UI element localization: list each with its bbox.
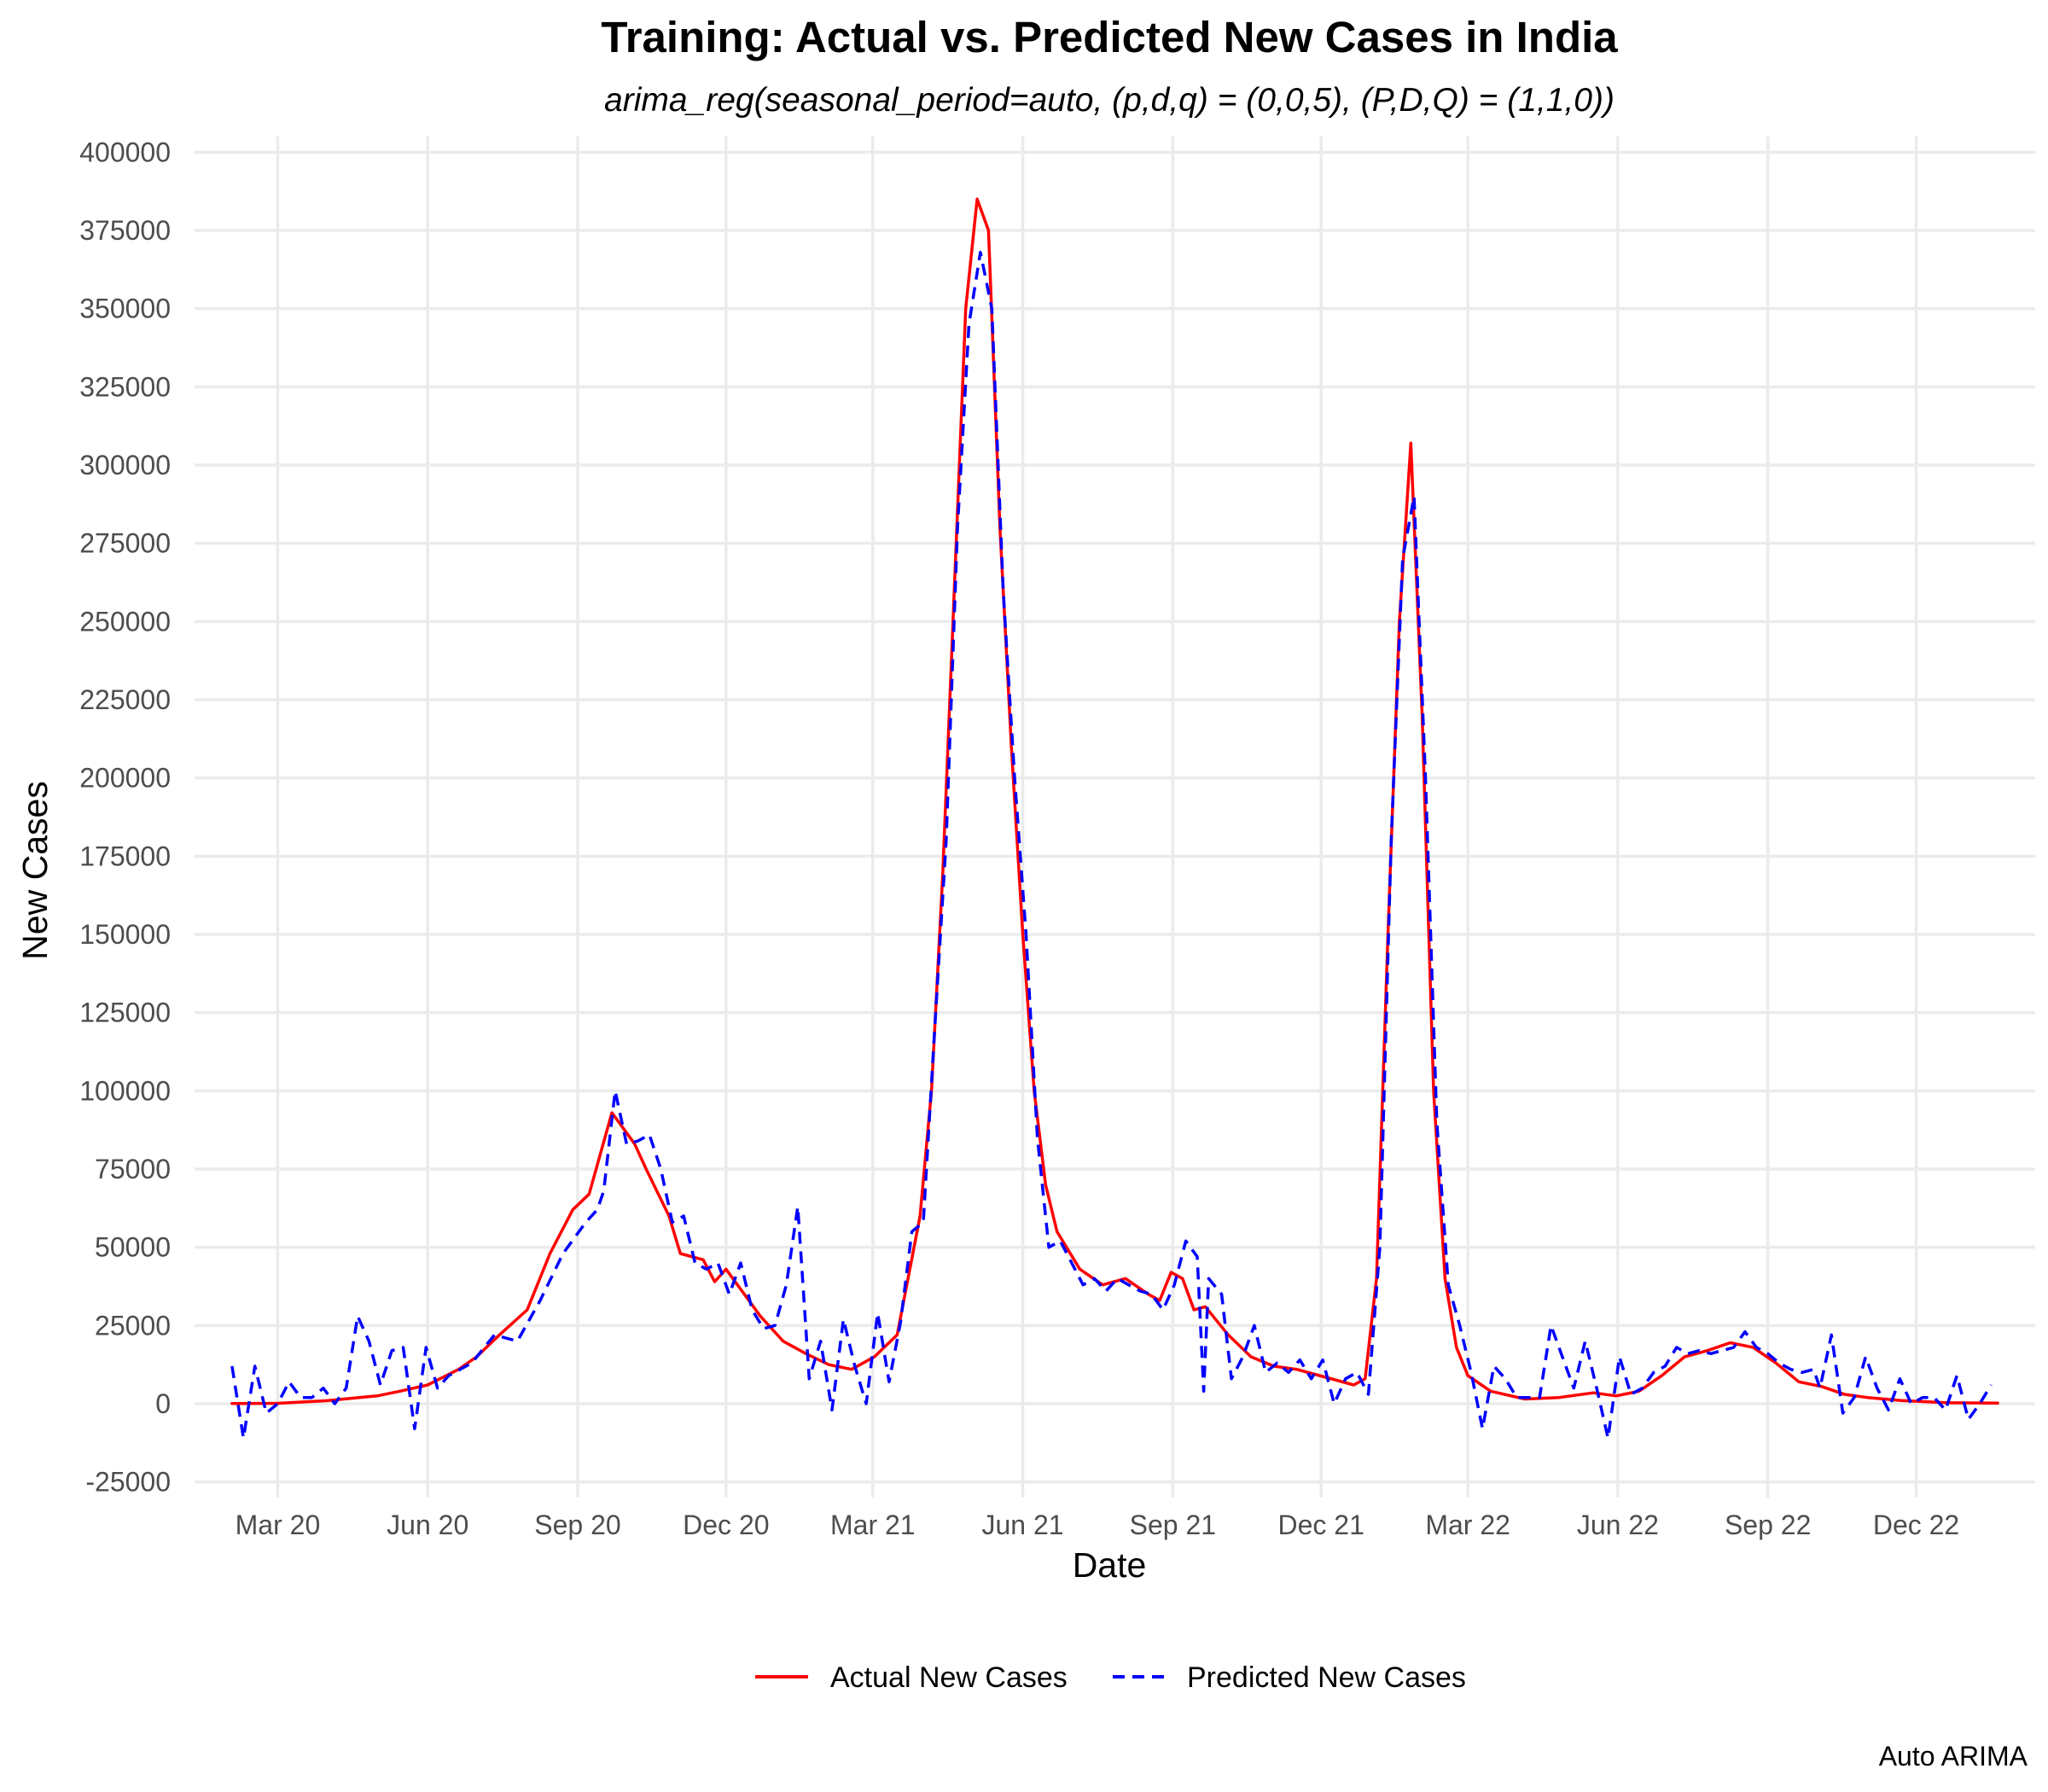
y-tick-label: 250000 xyxy=(79,606,171,637)
series-layer xyxy=(230,197,1999,1440)
y-tick-label: 0 xyxy=(155,1388,171,1419)
x-tick-label: Dec 22 xyxy=(1873,1510,1959,1540)
y-tick-label: 75000 xyxy=(95,1154,171,1184)
series-line-predicted xyxy=(230,250,1993,1440)
x-tick-label: Sep 22 xyxy=(1725,1510,1811,1540)
x-tick-label: Dec 20 xyxy=(683,1510,769,1540)
y-axis-title: New Cases xyxy=(15,781,55,960)
series-line-actual xyxy=(230,197,1999,1405)
y-tick-label: 300000 xyxy=(79,450,171,480)
y-tick-label: 275000 xyxy=(79,528,171,559)
x-tick-label: Jun 21 xyxy=(982,1510,1064,1540)
x-tick-label: Sep 20 xyxy=(534,1510,620,1540)
y-tick-label: 350000 xyxy=(79,294,171,324)
y-tick-label: 175000 xyxy=(79,841,171,871)
y-tick-label: 200000 xyxy=(79,763,171,794)
y-tick-label: 50000 xyxy=(95,1232,171,1263)
y-tick-label: 325000 xyxy=(79,371,171,402)
x-tick-label: Dec 21 xyxy=(1277,1510,1364,1540)
x-tick-label: Mar 21 xyxy=(830,1510,916,1540)
y-tick-label: 25000 xyxy=(95,1310,171,1341)
x-tick-label: Jun 22 xyxy=(1577,1510,1659,1540)
y-tick-label: 150000 xyxy=(79,919,171,950)
y-tick-label: 225000 xyxy=(79,684,171,715)
chart-subtitle: arima_reg(seasonal_period=auto, (p,d,q) … xyxy=(604,82,1615,119)
y-tick-label: 100000 xyxy=(79,1075,171,1106)
x-tick-label: Jun 20 xyxy=(387,1510,468,1540)
x-tick-label: Sep 21 xyxy=(1130,1510,1216,1540)
x-axis-ticks: Mar 20 Jun 20 Sep 20 Dec 20 Mar 21 Jun 21 Sep … xyxy=(236,1510,1960,1540)
y-axis-ticks: 400000 375000 350000 325000 300000 275000 2500… xyxy=(79,137,171,1497)
legend: Actual New Cases Predicted New Cases xyxy=(755,1661,1466,1694)
legend-label-actual: Actual New Cases xyxy=(830,1661,1068,1694)
x-tick-label: Mar 20 xyxy=(236,1510,321,1540)
chart-title: Training: Actual vs. Predicted New Cases… xyxy=(601,13,1618,61)
grid xyxy=(195,137,2035,1498)
y-tick-label: 400000 xyxy=(79,137,171,167)
plot-area xyxy=(195,137,2035,1498)
y-tick-label: 375000 xyxy=(79,215,171,246)
y-tick-label: 125000 xyxy=(79,998,171,1028)
x-axis-title: Date xyxy=(1073,1545,1147,1585)
x-tick-label: Mar 22 xyxy=(1425,1510,1510,1540)
legend-label-predicted: Predicted New Cases xyxy=(1187,1661,1466,1694)
caption: Auto ARIMA xyxy=(1879,1741,2028,1772)
y-tick-label: -25000 xyxy=(85,1467,171,1498)
